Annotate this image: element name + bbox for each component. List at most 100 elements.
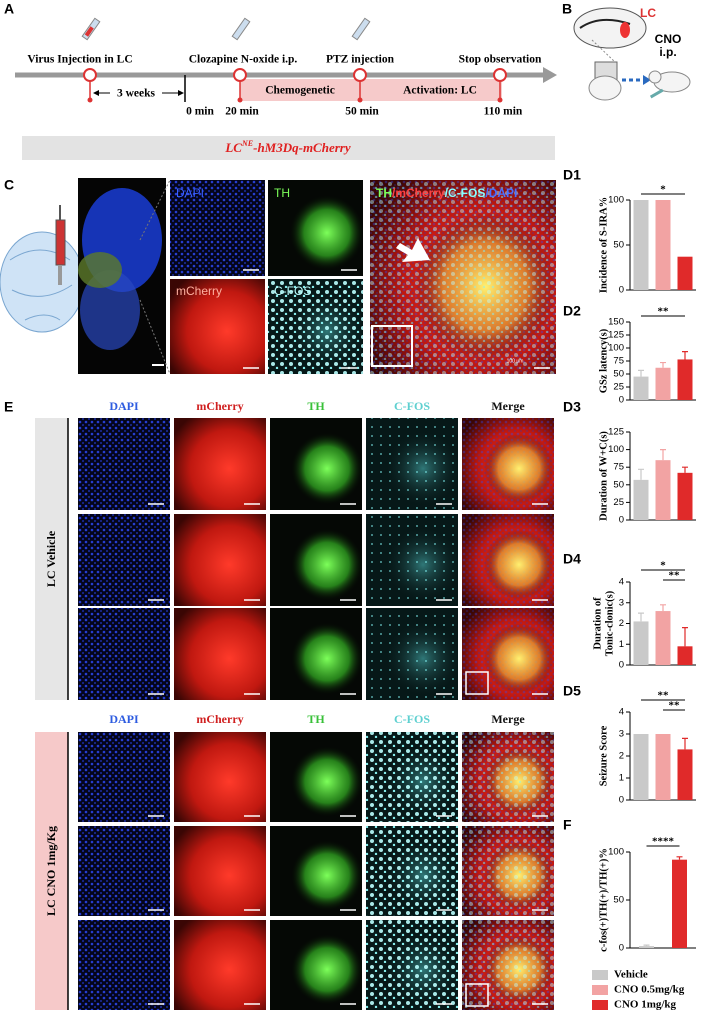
- column-label: C-FOS: [394, 399, 430, 413]
- shape: [87, 97, 93, 103]
- y-tick-label: 0: [619, 515, 624, 526]
- shape: [237, 97, 243, 103]
- group-label: LC CNO 1mg/Kg: [44, 826, 58, 916]
- shape: [178, 90, 184, 96]
- column-label: Merge: [491, 712, 525, 726]
- column-label: DAPI: [109, 399, 139, 413]
- y-axis-title: Tonic-clonic(s): [604, 590, 615, 656]
- error-bar: [682, 351, 688, 360]
- banner-superscript: NE: [241, 139, 253, 148]
- inset-box: [465, 671, 489, 695]
- error-bar: [638, 468, 644, 480]
- y-tick-label: 100: [608, 847, 624, 858]
- y-tick-label: 50: [613, 240, 624, 251]
- y-axis-title: Duration of: [592, 597, 603, 650]
- merge-part: /mCherry: [392, 186, 445, 200]
- shape: [620, 22, 630, 38]
- group-box: [35, 732, 68, 1010]
- phase-label: Chemogenetic: [265, 85, 335, 97]
- y-axis-title: Duration of W+C(s): [598, 431, 609, 521]
- scale-label: 100 μm: [507, 358, 524, 364]
- y-axis-title: GSz latency(s): [598, 328, 609, 393]
- bar: [677, 256, 693, 290]
- y-tick-label: 50: [613, 895, 624, 906]
- texture: [366, 514, 458, 606]
- texture: [370, 180, 556, 374]
- y-tick-label: 100: [608, 343, 624, 354]
- micrograph: [174, 826, 266, 916]
- y-tick-label: 25: [613, 382, 624, 393]
- shape: [78, 252, 122, 288]
- chart-label: D4: [563, 551, 581, 567]
- panel-label: B: [562, 1, 572, 17]
- error-bar: [660, 449, 666, 461]
- significance-label: **: [669, 700, 681, 712]
- column-label: Merge: [491, 399, 525, 413]
- column-label: DAPI: [109, 712, 139, 726]
- y-tick-label: 1: [619, 773, 624, 784]
- texture: [270, 826, 362, 916]
- y-tick-label: 0: [619, 943, 624, 954]
- texture: [78, 514, 170, 606]
- merge-label: TH/mCherry/C-FOS/DAPI: [376, 186, 517, 200]
- shape: [139, 179, 171, 241]
- group-box: [35, 418, 68, 700]
- texture: [462, 826, 554, 916]
- error-bar: [682, 627, 688, 647]
- bar: [677, 646, 693, 665]
- micrograph: [174, 514, 266, 606]
- region-label: LC: [640, 6, 656, 20]
- bar: [655, 367, 671, 400]
- bar: [677, 749, 693, 800]
- legend-label: CNO 1mg/kg: [614, 999, 677, 1011]
- phase-label: Activation: LC: [403, 85, 477, 97]
- column-label: C-FOS: [394, 712, 430, 726]
- shape: [357, 97, 363, 103]
- error-bar: [682, 737, 688, 750]
- drug-label: CNO: [655, 32, 682, 46]
- y-tick-label: 50: [613, 479, 624, 490]
- legend-swatch: [592, 970, 608, 980]
- y-tick-label: 2: [619, 618, 624, 629]
- chart-label: F: [563, 817, 572, 833]
- shape: [648, 70, 662, 84]
- brain-illustration: [0, 178, 171, 375]
- texture: [78, 418, 170, 510]
- shape: [643, 75, 651, 85]
- event-label: Clozapine N-oxide i.p.: [189, 54, 298, 66]
- event-label: Stop observation: [459, 54, 542, 66]
- chart-label: D5: [563, 683, 581, 699]
- texture: [366, 826, 458, 916]
- micrograph-group: [170, 180, 556, 374]
- y-tick-label: 3: [619, 597, 624, 608]
- column-label: mCherry: [196, 399, 243, 413]
- y-axis-title: Seizure Score: [598, 725, 609, 786]
- time-label: 50 min: [345, 106, 379, 118]
- micrograph: [170, 279, 265, 374]
- texture: [462, 514, 554, 606]
- texture: [78, 826, 170, 916]
- bar: [633, 621, 649, 665]
- arrow: [396, 238, 430, 262]
- event-label: PTZ injection: [326, 54, 395, 66]
- y-tick-label: 0: [619, 285, 624, 296]
- column-label: TH: [307, 399, 325, 413]
- micrograph-group: DAPI mCherry TH C-FOS Merge DAPI mCherry TH C-FO…: [78, 399, 554, 1010]
- legend-swatch: [592, 1000, 608, 1010]
- micrograph: [174, 418, 266, 510]
- merge-part: /C-FOS: [445, 186, 486, 200]
- shape: [351, 17, 371, 41]
- y-tick-label: 3: [619, 729, 624, 740]
- error-bar: [682, 466, 688, 473]
- texture: [462, 418, 554, 510]
- channel-label: DAPI: [176, 186, 204, 200]
- micrograph: [174, 920, 266, 1010]
- chart-label: D2: [563, 303, 581, 319]
- texture: [270, 732, 362, 822]
- inset-box: [465, 983, 489, 1007]
- bar: [677, 472, 693, 520]
- y-tick-label: 25: [613, 497, 624, 508]
- channel-label: C-FOS: [274, 284, 311, 298]
- legend-swatch: [592, 985, 608, 995]
- shape: [83, 68, 97, 82]
